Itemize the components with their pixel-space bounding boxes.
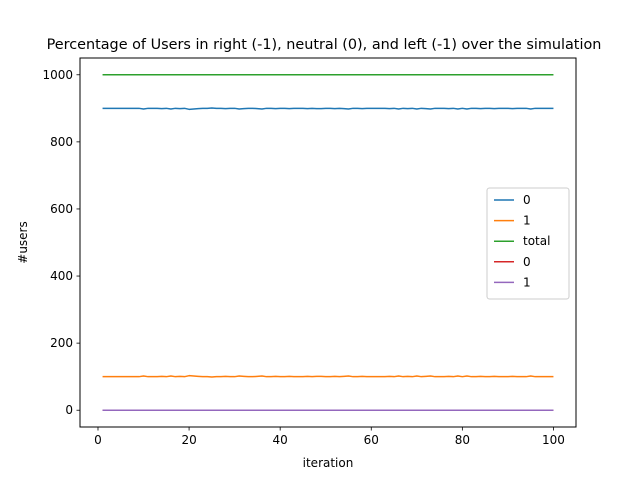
x-axis-label: iteration [303, 456, 354, 470]
y-tick-label: 200 [50, 336, 73, 350]
x-tick-labels: 0 20 40 60 80 100 [94, 433, 565, 447]
chart-title: Percentage of Users in right (-1), neutr… [47, 37, 602, 53]
legend-label: 0 [523, 255, 531, 269]
series-lines [102, 74, 554, 411]
legend-label: total [523, 234, 550, 248]
y-tick-label: 0 [65, 403, 73, 417]
series-line-1 [102, 374, 554, 378]
legend-label: 1 [523, 275, 531, 289]
y-axis-label: #users [16, 221, 30, 263]
series-line-0 [102, 107, 554, 111]
y-tick-label: 1000 [42, 68, 73, 82]
axis-ticks [76, 74, 554, 431]
x-tick-label: 60 [364, 433, 379, 447]
y-tick-label: 600 [50, 202, 73, 216]
x-tick-label: 0 [94, 433, 102, 447]
plot-frame [79, 57, 577, 428]
x-tick-label: 100 [542, 433, 565, 447]
x-tick-label: 40 [273, 433, 288, 447]
legend-label: 1 [523, 214, 531, 228]
legend: 0 1 total 0 1 [486, 187, 570, 300]
x-tick-label: 80 [455, 433, 470, 447]
legend-label: 0 [523, 193, 531, 207]
y-tick-label: 800 [50, 135, 73, 149]
x-tick-label: 20 [181, 433, 196, 447]
legend-box [486, 187, 570, 300]
y-tick-label: 400 [50, 269, 73, 283]
y-tick-labels: 0 200 400 600 800 1000 [42, 68, 73, 417]
